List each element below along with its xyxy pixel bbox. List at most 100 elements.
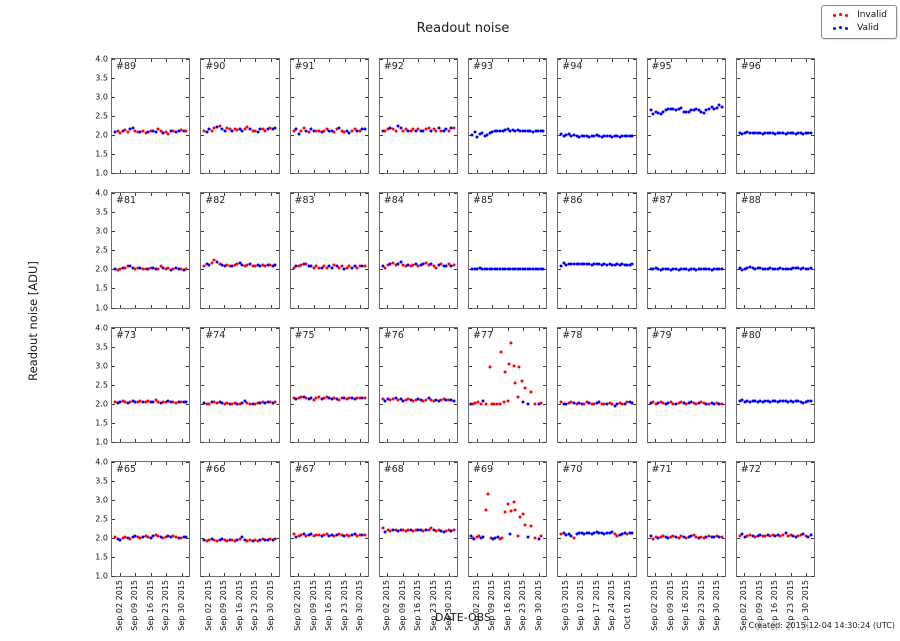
valid-point [307,533,311,537]
valid-point [697,108,701,112]
invalid-point [342,130,346,134]
y-tick-mark [736,327,740,329]
invalid-point [669,400,673,404]
valid-point [710,105,713,109]
valid-point [444,398,448,402]
invalid-point [432,264,436,268]
x-tick-mark [655,59,657,62]
y-tick-mark [364,116,368,118]
valid-point [684,267,688,271]
x-tick-mark [717,438,719,442]
valid-point [516,267,520,271]
subplot-73: #73 4.0 3.5 3.0 2.5 2.0 1.5 1.0 [95,323,191,446]
y-tick-mark [647,288,651,290]
invalid-point [391,127,395,131]
valid-point [113,267,117,271]
x-tick-mark [492,327,494,331]
valid-point [766,399,770,403]
y-tick-mark [558,480,562,482]
y-tick-label: 3.0 [95,361,108,371]
x-tick-mark [255,170,257,174]
subplot-title: #93 [473,61,494,72]
valid-point [592,262,596,266]
y-tick-mark [112,250,115,252]
x-tick-mark [181,170,183,174]
valid-point [707,267,711,271]
y-tick-mark [647,422,651,424]
x-tick-mark [507,438,509,442]
valid-point [126,536,130,540]
legend-label-valid: Valid [857,23,879,33]
y-tick-label: 1.0 [95,571,108,581]
invalid-point [322,264,326,268]
y-tick-mark [201,78,205,80]
valid-point [608,262,612,266]
y-tick-label: 4.0 [95,188,108,198]
valid-point [238,261,242,265]
invalid-point [245,401,249,405]
valid-point [630,401,634,405]
y-tick-mark [736,576,740,577]
valid-point [266,127,270,131]
y-tick-mark [275,441,279,443]
valid-point [485,267,489,271]
x-tick-mark [387,438,389,442]
invalid-point [559,400,563,404]
valid-point [406,129,410,133]
y-tick-mark [558,384,562,386]
valid-point [330,397,334,401]
invalid-point [225,126,229,130]
y-tick-mark [275,307,279,309]
y-tick-mark [186,461,190,463]
y-tick-mark [201,193,205,195]
valid-point [806,535,810,539]
legend: Invalid Valid [821,5,897,39]
y-tick-mark [543,193,547,195]
valid-point [151,534,155,538]
invalid-point [136,266,140,269]
valid-point [342,534,346,538]
invalid-point [353,127,356,131]
legend-item-invalid: Invalid [829,9,887,22]
y-tick-mark [721,154,725,156]
y-tick-mark [112,556,115,558]
valid-point [531,267,535,271]
subplot-93: #93 [468,58,548,175]
y-tick-mark [736,537,740,539]
y-tick-mark [469,269,472,271]
chart-title: Readout noise [416,21,510,36]
invalid-point [164,130,168,134]
valid-point [536,129,540,133]
invalid-point [559,532,563,536]
y-tick-mark [736,97,740,99]
valid-point [776,131,780,135]
y-tick-mark [632,480,636,482]
valid-point [699,110,703,114]
valid-point [429,129,433,133]
invalid-point [141,267,145,271]
valid-point [564,402,568,406]
y-tick-mark [721,422,725,424]
invalid-point [205,402,209,406]
y-tick-mark [469,307,472,309]
y-tick-mark [811,499,814,501]
x-tick-mark [270,170,272,174]
invalid-point [297,264,301,268]
x-tick-mark [670,170,672,174]
valid-point [223,264,227,268]
subplot-title: #75 [294,329,315,341]
valid-point [761,400,765,404]
invalid-point [340,396,344,400]
valid-point [618,533,622,537]
y-tick-mark [112,518,115,520]
invalid-point [314,396,318,400]
y-tick-mark [647,97,651,99]
subplot-title: #67 [294,463,315,475]
y-tick-mark [469,537,472,539]
invalid-point [600,402,604,406]
valid-point [309,127,313,131]
x-tick-mark [181,461,183,465]
invalid-point [358,129,362,133]
invalid-point [253,264,257,268]
valid-point [493,129,497,133]
